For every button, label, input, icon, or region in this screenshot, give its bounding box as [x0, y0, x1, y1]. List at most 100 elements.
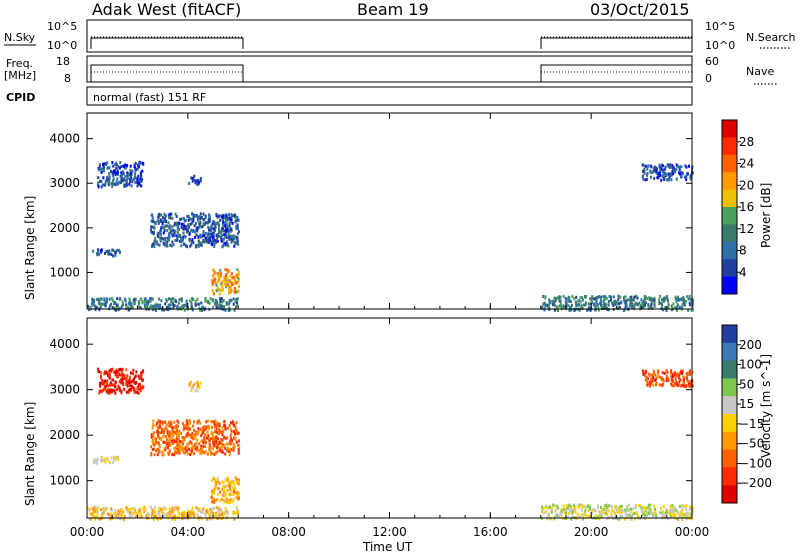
data-cell-5-178 — [164, 507, 167, 511]
data-cell-7-98 — [657, 374, 660, 378]
data-cell-5-240 — [204, 297, 207, 300]
data-cell-6-300 — [687, 511, 690, 515]
data-cell-5-234 — [197, 302, 200, 306]
data-cell-4-67 — [238, 270, 241, 274]
data-cell-6-116 — [571, 514, 574, 518]
data-cell-5-59 — [99, 306, 102, 310]
data-cell-6-67 — [675, 300, 678, 304]
data-cell-0-4 — [129, 380, 132, 384]
data-cell-7-13 — [685, 174, 688, 178]
data-cell-0-175 — [135, 167, 138, 171]
data-cell-2-278 — [164, 219, 167, 223]
data-cell-7-93 — [688, 380, 691, 383]
data-cell-4-80 — [231, 276, 234, 280]
data-cell-2-153 — [162, 440, 165, 444]
data-cell-4-104 — [220, 284, 223, 288]
data-cell-5-175 — [201, 305, 204, 309]
data-cell-4-70 — [229, 274, 232, 278]
data-cell-2-322 — [203, 218, 205, 222]
data-cell-0-101 — [116, 170, 119, 174]
data-cell-2-387 — [176, 451, 178, 455]
data-cell-5-97 — [137, 509, 140, 513]
data-cell-5-216 — [143, 305, 146, 308]
data-cell-6-348 — [662, 299, 665, 303]
data-cell-6-128 — [621, 515, 624, 519]
data-cell-0-40 — [115, 387, 118, 391]
data-cell-6-56 — [647, 506, 650, 510]
data-cell-2-373 — [230, 213, 233, 216]
data-cell-2-84 — [218, 231, 220, 234]
data-cell-6-87 — [653, 302, 656, 306]
data-cell-0-96 — [106, 166, 109, 170]
data-cell-1-16 — [199, 381, 202, 385]
data-cell-3-19 — [93, 458, 96, 462]
data-cell-0-144 — [115, 370, 118, 374]
data-cell-4-81 — [234, 476, 237, 480]
data-cell-5-139 — [188, 513, 191, 517]
data-cell-2-9 — [153, 245, 156, 249]
data-cell-6-263 — [661, 509, 664, 513]
data-cell-4-15 — [219, 490, 222, 494]
data-cell-5-36 — [129, 507, 132, 511]
data-cell-6-280 — [572, 506, 575, 510]
data-cell-5-94 — [196, 512, 199, 516]
data-cell-6-359 — [544, 295, 547, 299]
data-cell-6-254 — [617, 295, 620, 299]
data-cell-5-154 — [185, 299, 188, 303]
data-cell-7-119 — [649, 382, 652, 386]
data-cell-7-124 — [644, 374, 647, 378]
data-cell-5-264 — [92, 302, 95, 305]
data-cell-6-358 — [559, 511, 562, 515]
data-cell-0-115 — [126, 380, 129, 384]
data-cell-2-146 — [164, 446, 167, 450]
data-cell-2-475 — [186, 442, 189, 446]
data-cell-2-117 — [223, 214, 226, 218]
data-cell-3-26 — [100, 248, 103, 252]
data-cell-2-344 — [162, 231, 165, 235]
data-cell-6-238 — [552, 503, 554, 507]
data-cell-0-131 — [121, 380, 124, 384]
data-cell-1-12 — [193, 174, 196, 178]
data-cell-5-221 — [123, 515, 126, 519]
data-cell-0-117 — [125, 180, 128, 184]
data-cell-6-340 — [612, 295, 615, 299]
data-cell-6-60 — [594, 509, 597, 513]
data-cell-2-195 — [179, 445, 182, 449]
data-cell-4-77 — [224, 495, 227, 499]
data-cell-6-315 — [554, 299, 557, 303]
data-cell-5-296 — [152, 517, 155, 521]
data-cell-2-462 — [227, 449, 230, 453]
data-cell-6-81 — [581, 296, 584, 299]
data-cell-6-240 — [634, 505, 637, 509]
data-cell-6-272 — [570, 517, 573, 521]
data-cell-0-174 — [139, 375, 142, 379]
data-cell-0-110 — [105, 380, 108, 384]
data-cell-4-111 — [236, 480, 239, 484]
data-cell-7-113 — [683, 384, 686, 388]
data-cell-5-281 — [149, 297, 152, 301]
data-cell-0-100 — [136, 167, 139, 171]
data-cell-4-17 — [212, 268, 215, 272]
data-cell-5-210 — [166, 513, 169, 517]
data-cell-6-269 — [674, 297, 677, 301]
data-cell-5-254 — [88, 508, 91, 512]
data-cell-5-136 — [134, 300, 137, 304]
data-cell-5-21 — [217, 509, 220, 513]
data-cell-7-9 — [675, 168, 678, 171]
data-cell-5-288 — [168, 303, 171, 307]
data-cell-6-306 — [625, 303, 628, 307]
data-cell-1-11 — [188, 383, 191, 387]
data-cell-6-163 — [626, 515, 629, 519]
data-cell-5-250 — [217, 511, 220, 515]
data-cell-2-205 — [170, 420, 172, 424]
data-cell-0-172 — [102, 381, 105, 385]
data-cell-5-84 — [199, 515, 202, 519]
data-cell-2-389 — [224, 452, 227, 456]
data-cell-4-35 — [227, 484, 230, 488]
data-cell-6-270 — [690, 506, 692, 510]
data-cell-6-262 — [652, 298, 655, 301]
data-cell-6-227 — [646, 514, 648, 518]
data-cell-3-30 — [107, 250, 110, 254]
data-cell-6-304 — [637, 303, 640, 307]
data-cell-1-13 — [192, 383, 195, 387]
